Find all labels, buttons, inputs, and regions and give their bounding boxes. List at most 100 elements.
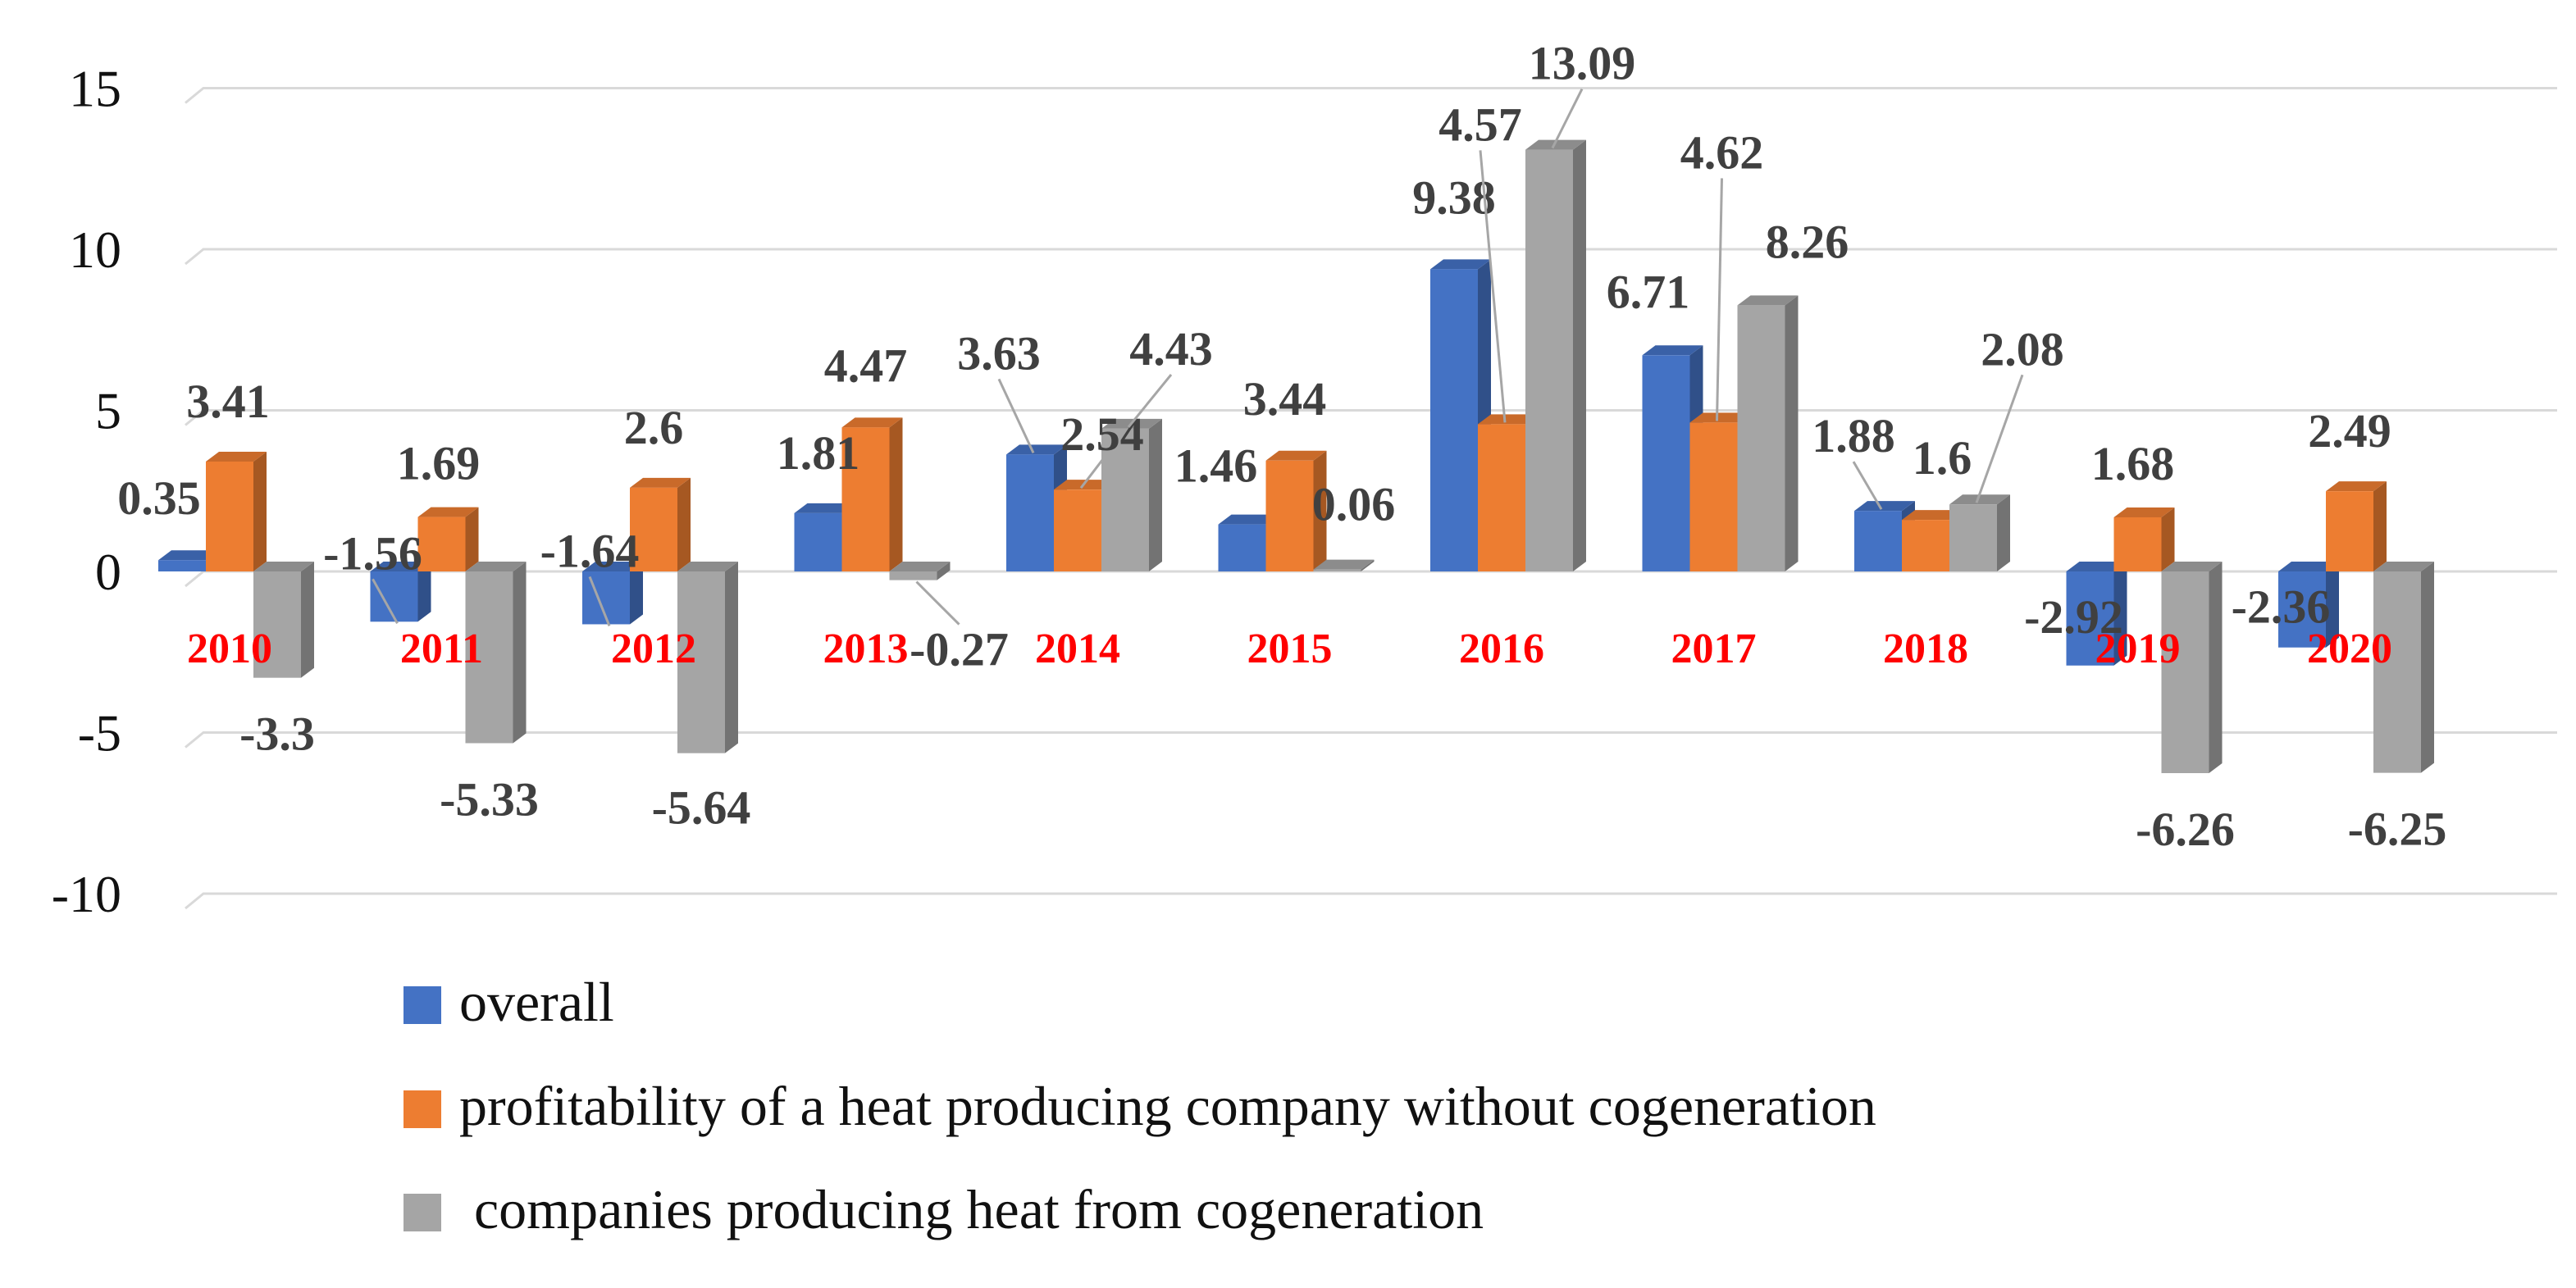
bar-front xyxy=(1478,424,1525,571)
legend-label: overall xyxy=(459,971,614,1033)
data-label: 4.57 xyxy=(1438,98,1522,151)
bar-side xyxy=(2373,481,2387,571)
bar-top xyxy=(1430,259,1491,270)
data-label: -5.33 xyxy=(440,772,539,826)
x-tick-label: 2019 xyxy=(2095,626,2181,672)
bar-top xyxy=(2066,562,2127,571)
bar-front xyxy=(2373,571,2421,773)
x-tick-label: 2015 xyxy=(1247,626,1333,672)
bar-top xyxy=(794,503,855,513)
bar-side xyxy=(1997,494,2010,571)
data-label: 2.49 xyxy=(2308,404,2391,457)
legend-item: overall xyxy=(403,971,614,1033)
bar xyxy=(370,562,431,622)
bar-front xyxy=(1101,428,1149,571)
bar xyxy=(889,562,951,580)
bar-top xyxy=(889,562,951,571)
bar xyxy=(2278,562,2339,648)
bar xyxy=(417,507,479,571)
bar-front xyxy=(794,512,842,571)
y-tick-label: 5 xyxy=(95,382,121,440)
data-label: 4.43 xyxy=(1129,322,1213,375)
bar-side xyxy=(677,477,691,571)
bar-side xyxy=(2113,562,2127,666)
bar-side xyxy=(889,417,903,571)
data-label: -1.64 xyxy=(540,524,640,577)
label-leader-line xyxy=(1716,178,1723,421)
gridline xyxy=(185,248,2557,266)
label-leader-line xyxy=(1551,88,1584,149)
bar-front xyxy=(677,571,725,753)
bar xyxy=(1525,139,1586,572)
bar xyxy=(2161,562,2223,774)
bar-side xyxy=(1313,450,1327,571)
bar-front xyxy=(370,571,418,622)
data-label: 2.6 xyxy=(624,401,684,454)
bar xyxy=(1101,418,1162,571)
x-tick-label: 2010 xyxy=(187,626,272,672)
x-tick-label: 2020 xyxy=(2307,626,2392,672)
bar-side xyxy=(630,562,643,625)
data-label: -6.26 xyxy=(2136,803,2235,856)
data-label: 1.68 xyxy=(2091,437,2175,490)
bar-side xyxy=(2209,562,2223,774)
bar-top xyxy=(2113,507,2175,517)
legend-item: profitability of a heat producing compan… xyxy=(403,1075,1876,1137)
bar-top xyxy=(1478,414,1539,425)
bar-top xyxy=(1313,559,1375,570)
gridline xyxy=(185,892,2557,910)
bar-front xyxy=(158,560,206,571)
bar-top xyxy=(1902,510,1963,521)
bar-top xyxy=(2373,562,2434,571)
bar-front xyxy=(841,427,890,571)
bar xyxy=(1737,295,1799,571)
bar xyxy=(2326,481,2387,571)
label-leader-line xyxy=(1975,374,2024,503)
y-tick-label: 10 xyxy=(69,221,121,279)
bar-top xyxy=(1689,412,1751,423)
data-label: 1.81 xyxy=(777,426,860,480)
data-label: 6.71 xyxy=(1607,265,1690,318)
bar-top xyxy=(1737,295,1799,306)
bar-top xyxy=(2278,562,2339,571)
data-label: 0.06 xyxy=(1312,478,1396,531)
bar-front xyxy=(1006,454,1054,571)
bar-side xyxy=(2421,562,2434,773)
bar-front xyxy=(417,517,466,571)
data-label: 1.88 xyxy=(1812,409,1895,462)
series-1 xyxy=(206,412,2387,571)
label-leader-line xyxy=(1079,459,1104,489)
data-label: 4.62 xyxy=(1680,125,1764,179)
bar-side xyxy=(465,507,479,571)
bar-front xyxy=(1642,355,1690,571)
label-leader-line xyxy=(588,576,611,627)
data-label: 0.35 xyxy=(117,471,201,525)
bar-side xyxy=(725,562,738,753)
bar xyxy=(1430,259,1491,571)
data-label: 2.54 xyxy=(1060,407,1144,461)
bar xyxy=(206,451,267,571)
x-tick-label: 2011 xyxy=(400,626,483,672)
y-tick-label: 15 xyxy=(69,60,121,118)
bar-side xyxy=(1573,139,1586,572)
label-leader-line xyxy=(372,578,399,625)
data-label: 2.08 xyxy=(1981,322,2064,375)
bar-top xyxy=(1525,139,1586,150)
label-leader-line xyxy=(915,580,960,626)
bar xyxy=(465,562,527,744)
bar-front xyxy=(889,571,937,580)
bar-top xyxy=(841,417,903,428)
x-tick-label: 2012 xyxy=(611,626,696,672)
bar xyxy=(2113,507,2175,571)
bar-front xyxy=(1430,269,1478,571)
data-label: 3.44 xyxy=(1243,372,1327,426)
bar-front xyxy=(2326,491,2373,571)
bar-top xyxy=(206,451,267,462)
data-label: 1.46 xyxy=(1174,439,1258,493)
bar-top xyxy=(1218,514,1279,525)
bar xyxy=(1313,559,1375,571)
gridline xyxy=(185,731,2557,749)
x-tick-label: 2013 xyxy=(823,626,909,672)
